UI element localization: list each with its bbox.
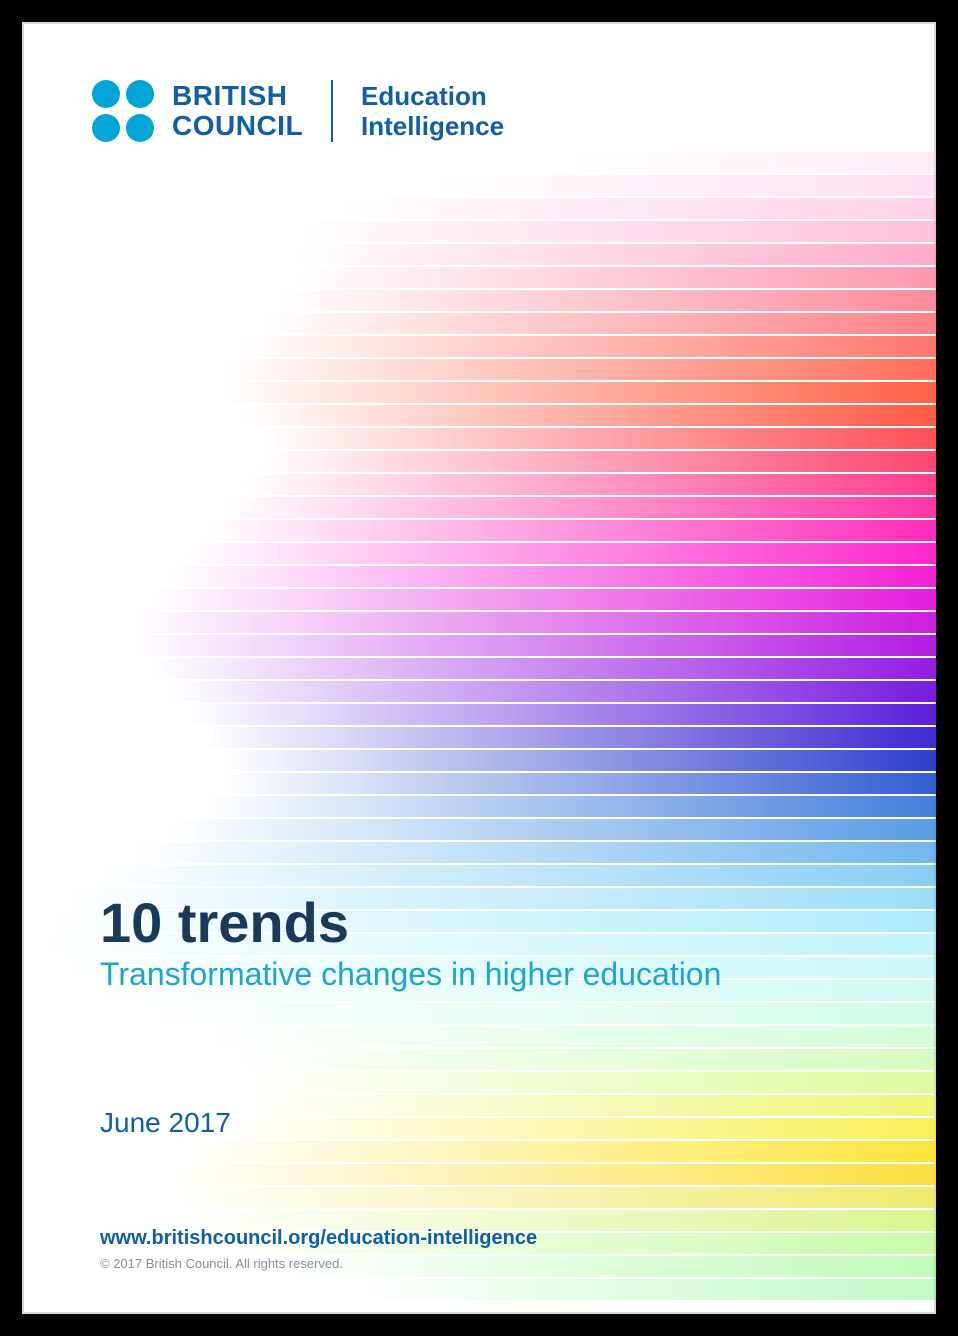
spectrum-stripe [22, 1049, 936, 1070]
spectrum-stripe [22, 1072, 936, 1093]
spectrum-stripe [22, 543, 936, 564]
spectrum-stripe [22, 152, 936, 173]
spectrum-stripe [22, 290, 936, 311]
spectrum-stripe [22, 612, 936, 633]
spectrum-stripe [22, 842, 936, 863]
spectrum-stripe [22, 1141, 936, 1162]
spectrum-stripe [22, 727, 936, 748]
spectrum-stripe [22, 336, 936, 357]
spectrum-stripe [22, 175, 936, 196]
document-frame: BRITISH COUNCIL Education Intelligence 1… [0, 0, 958, 1336]
cover-date: June 2017 [100, 1107, 231, 1139]
org-name-line1: BRITISH [172, 81, 303, 111]
cover-subtitle: Transformative changes in higher educati… [100, 956, 721, 993]
spectrum-stripe [22, 382, 936, 403]
spectrum-stripe [22, 1279, 936, 1300]
spectrum-stripe [22, 773, 936, 794]
spectrum-stripe [22, 566, 936, 587]
spectrum-stripe [22, 313, 936, 334]
spectrum-stripe [22, 244, 936, 265]
spectrum-stripe [22, 750, 936, 771]
spectrum-stripe [22, 428, 936, 449]
spectrum-stripe [22, 681, 936, 702]
spectrum-stripe [22, 359, 936, 380]
spectrum-stripe [22, 221, 936, 242]
logo-dot [92, 80, 120, 108]
spectrum-stripe [22, 1003, 936, 1024]
spectrum-stripe [22, 704, 936, 725]
logo-dot [126, 114, 154, 142]
division-line1: Education [361, 81, 504, 111]
spectrum-stripe [22, 1026, 936, 1047]
spectrum-stripe [22, 405, 936, 426]
spectrum-graphic [22, 152, 936, 1314]
cover-url: www.britishcouncil.org/education-intelli… [100, 1227, 537, 1250]
spectrum-stripe [22, 520, 936, 541]
logo-block: BRITISH COUNCIL Education Intelligence [92, 80, 504, 142]
division-name: Education Intelligence [361, 81, 504, 141]
spectrum-stripe [22, 451, 936, 472]
spectrum-stripe [22, 589, 936, 610]
division-line2: Intelligence [361, 111, 504, 141]
spectrum-stripe [22, 1187, 936, 1208]
spectrum-stripe [22, 635, 936, 656]
spectrum-stripe [22, 658, 936, 679]
spectrum-stripe [22, 1164, 936, 1185]
logo-dot [92, 114, 120, 142]
spectrum-stripe [22, 796, 936, 817]
logo-divider [331, 80, 333, 142]
org-name: BRITISH COUNCIL [172, 81, 303, 141]
spectrum-stripe [22, 865, 936, 886]
spectrum-stripe [22, 819, 936, 840]
spectrum-stripe [22, 474, 936, 495]
spectrum-stripe [22, 267, 936, 288]
cover-title: 10 trends [100, 890, 349, 955]
logo-dot [126, 80, 154, 108]
spectrum-stripe [22, 198, 936, 219]
logo-dots-icon [92, 80, 154, 142]
cover-page: BRITISH COUNCIL Education Intelligence 1… [22, 22, 936, 1314]
spectrum-stripe [22, 497, 936, 518]
cover-copyright: © 2017 British Council. All rights reser… [100, 1256, 343, 1271]
org-name-line2: COUNCIL [172, 111, 303, 141]
